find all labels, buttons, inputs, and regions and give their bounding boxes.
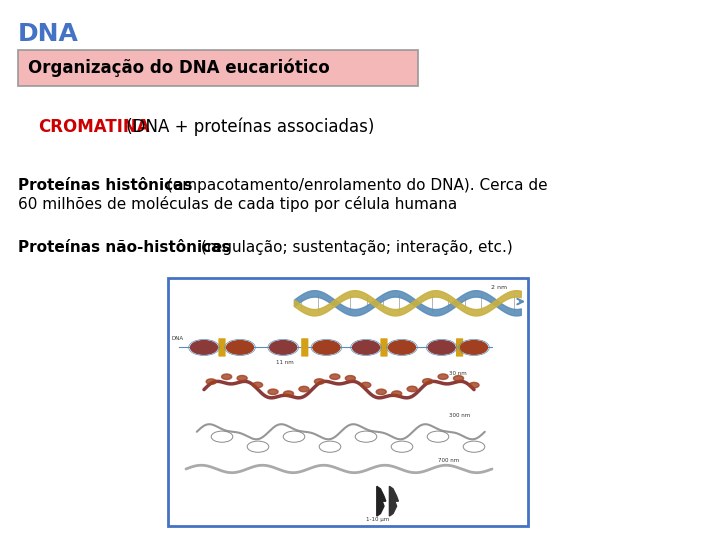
Ellipse shape — [377, 389, 387, 395]
Ellipse shape — [469, 382, 479, 388]
Ellipse shape — [423, 379, 433, 384]
FancyBboxPatch shape — [456, 338, 463, 356]
Ellipse shape — [191, 341, 217, 354]
Text: (empacotamento/enrolamento do DNA). Cerca de: (empacotamento/enrolamento do DNA). Cerc… — [162, 178, 548, 193]
Ellipse shape — [206, 379, 216, 384]
Text: Organização do DNA eucariótico: Organização do DNA eucariótico — [28, 59, 330, 77]
Ellipse shape — [346, 375, 356, 381]
Ellipse shape — [330, 374, 340, 380]
FancyBboxPatch shape — [380, 338, 387, 356]
Text: 2 nm: 2 nm — [491, 285, 508, 290]
FancyBboxPatch shape — [301, 338, 308, 356]
Ellipse shape — [270, 341, 297, 354]
Text: Proteínas histônicas: Proteínas histônicas — [18, 178, 192, 193]
Ellipse shape — [237, 375, 247, 381]
Ellipse shape — [389, 341, 415, 354]
Ellipse shape — [313, 341, 340, 354]
Ellipse shape — [361, 382, 371, 388]
Text: 60 milhões de moléculas de cada tipo por célula humana: 60 milhões de moléculas de cada tipo por… — [18, 196, 457, 212]
Ellipse shape — [222, 374, 232, 380]
Ellipse shape — [454, 376, 464, 381]
Ellipse shape — [268, 389, 278, 395]
Ellipse shape — [353, 341, 379, 354]
Ellipse shape — [284, 391, 294, 396]
Ellipse shape — [461, 341, 487, 354]
Ellipse shape — [315, 379, 325, 384]
Text: CROMATINA: CROMATINA — [38, 118, 150, 136]
FancyBboxPatch shape — [218, 338, 225, 356]
Ellipse shape — [299, 386, 309, 392]
Text: (regulação; sustentação; interação, etc.): (regulação; sustentação; interação, etc.… — [196, 240, 513, 255]
Text: DNA: DNA — [171, 336, 184, 341]
FancyBboxPatch shape — [18, 50, 418, 86]
Text: Proteínas não-histônicas: Proteínas não-histônicas — [18, 240, 230, 255]
Ellipse shape — [392, 391, 402, 396]
Ellipse shape — [253, 382, 263, 388]
Text: (DNA + proteínas associadas): (DNA + proteínas associadas) — [121, 118, 374, 137]
Ellipse shape — [227, 341, 253, 354]
Polygon shape — [390, 487, 398, 516]
Text: 11 nm: 11 nm — [276, 360, 294, 365]
Ellipse shape — [428, 341, 455, 354]
Text: DNA: DNA — [18, 22, 79, 46]
Ellipse shape — [438, 374, 448, 380]
FancyBboxPatch shape — [168, 278, 528, 526]
Ellipse shape — [407, 386, 417, 391]
Polygon shape — [377, 487, 386, 516]
Text: 30 nm: 30 nm — [449, 371, 467, 376]
Text: 300 nm: 300 nm — [449, 413, 470, 418]
Text: 700 nm: 700 nm — [438, 457, 459, 463]
Text: 1-10 μm: 1-10 μm — [366, 517, 390, 522]
